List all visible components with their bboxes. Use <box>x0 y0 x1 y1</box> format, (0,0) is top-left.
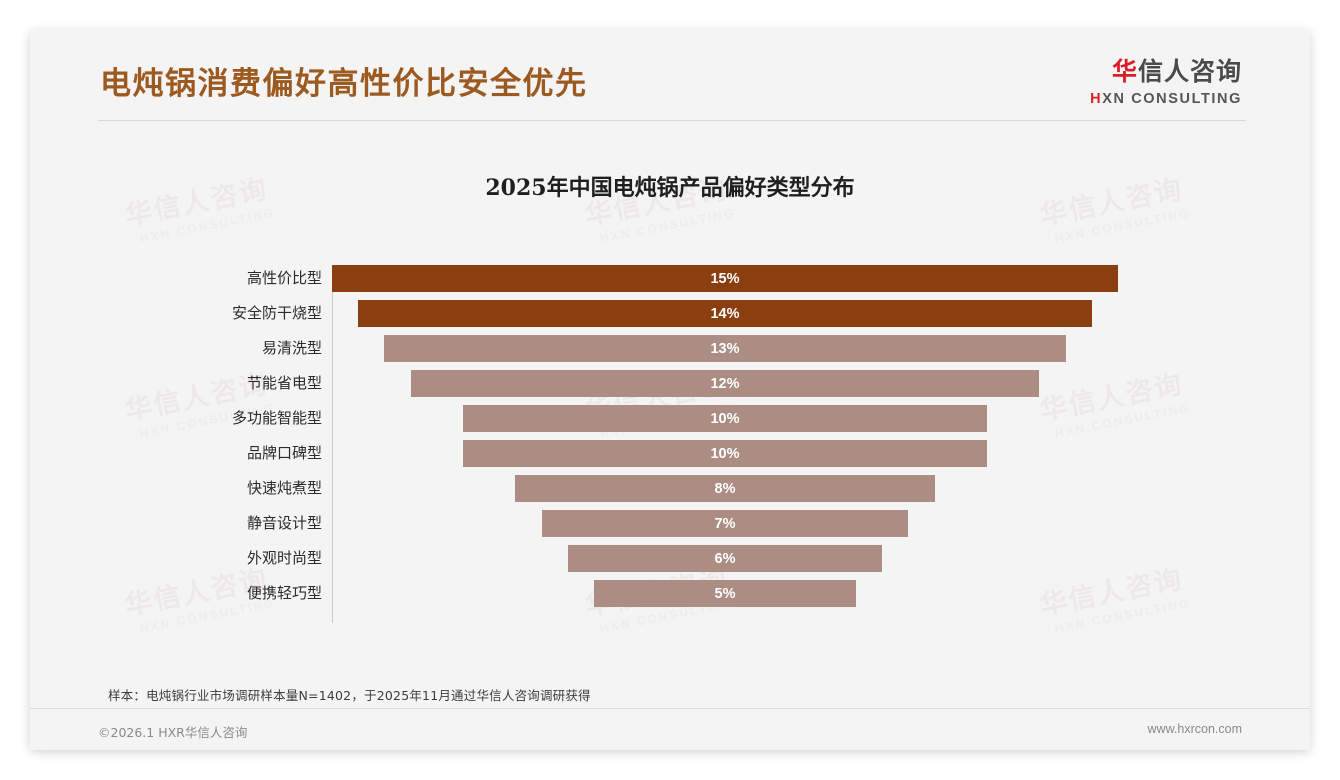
bar-category-label: 便携轻巧型 <box>246 584 322 602</box>
bar-row: 易清洗型 13% <box>100 335 1240 370</box>
logo-english-text: HXN CONSULTING <box>1090 91 1242 107</box>
copyright-text: ©2026.1 HXR华信人咨询 <box>98 725 248 740</box>
bar-segment[interactable]: 7% <box>541 510 909 537</box>
bar-category-label: 外观时尚型 <box>246 549 322 567</box>
logo-en-accent-char: H <box>1090 91 1103 107</box>
logo-chinese-rest: 信人咨询 <box>1137 57 1242 86</box>
logo-en-rest: XN CONSULTING <box>1102 91 1242 107</box>
bar-segment[interactable]: 10% <box>463 405 987 432</box>
bar-category-label: 多功能智能型 <box>231 409 322 427</box>
bar-category-label: 快速炖煮型 <box>246 479 322 497</box>
bar-segment[interactable]: 14% <box>358 300 1092 327</box>
bar-category-label: 静音设计型 <box>246 514 322 532</box>
bar-value-label: 5% <box>714 585 736 602</box>
bar-row: 静音设计型 7% <box>100 510 1240 545</box>
bar-category-label: 易清洗型 <box>261 339 322 357</box>
logo-chinese-text: 华信人咨询 <box>1090 52 1242 88</box>
bar-segment[interactable]: 10% <box>463 440 987 467</box>
slide-header: 电炖锅消费偏好高性价比安全优先 华信人咨询 HXN CONSULTING <box>30 30 1310 130</box>
logo-accent-char: 华 <box>1111 57 1138 86</box>
header-divider <box>98 120 1246 121</box>
slide-footer: ©2026.1 HXR华信人咨询 www.hxrcon.com <box>30 708 1310 750</box>
bar-row: 便携轻巧型 5% <box>100 580 1240 615</box>
bar-category-label: 节能省电型 <box>246 374 322 392</box>
sample-footnote: 样本：电炖锅行业市场调研样本量N=1402，于2025年11月通过华信人咨询调研… <box>108 688 591 703</box>
bar-row: 品牌口碑型 10% <box>100 440 1240 475</box>
watermark-en-text: HXN CONSULTING <box>598 205 737 246</box>
bar-value-label: 7% <box>714 515 736 532</box>
bar-value-label: 6% <box>714 550 736 567</box>
bar-value-label: 13% <box>710 340 740 357</box>
bar-value-label: 10% <box>710 445 740 462</box>
footer-divider <box>30 708 1310 709</box>
bar-row: 节能省电型 12% <box>100 370 1240 405</box>
watermark-en-text: HXN CONSULTING <box>138 205 277 246</box>
bar-segment[interactable]: 5% <box>594 580 856 607</box>
bar-value-label: 8% <box>714 480 736 497</box>
bar-segment[interactable]: 15% <box>332 265 1118 292</box>
chart-title: 2025年中国电炖锅产品偏好类型分布 <box>485 175 855 201</box>
bar-category-label: 品牌口碑型 <box>246 444 322 462</box>
bar-row: 安全防干烧型 14% <box>100 300 1240 335</box>
bar-row: 多功能智能型 10% <box>100 405 1240 440</box>
slide-canvas: 华信人咨询 HXN CONSULTING 华信人咨询 HXN CONSULTING 华信… <box>30 30 1310 750</box>
bar-category-label: 高性价比型 <box>246 269 322 287</box>
company-logo: 华信人咨询 HXN CONSULTING <box>1090 52 1242 107</box>
bar-rows-container: 高性价比型 15% 安全防干烧型 14% 易清洗型 13% 节能省电型 12% 多功能智能型 10… <box>100 265 1240 615</box>
website-link[interactable]: www.hxrcon.com <box>1147 722 1242 736</box>
bar-value-label: 10% <box>710 410 740 427</box>
bar-category-label: 安全防干烧型 <box>231 304 322 322</box>
bar-row: 高性价比型 15% <box>100 265 1240 300</box>
bar-segment[interactable]: 8% <box>515 475 935 502</box>
bar-segment[interactable]: 12% <box>410 370 1040 397</box>
bar-value-label: 15% <box>710 270 740 287</box>
category-axis-line <box>332 265 333 623</box>
bar-segment[interactable]: 6% <box>567 545 883 572</box>
bar-segment[interactable]: 13% <box>384 335 1066 362</box>
funnel-bar-chart: 高性价比型 15% 安全防干烧型 14% 易清洗型 13% 节能省电型 12% 多功能智能型 10… <box>100 265 1240 625</box>
page-title: 电炖锅消费偏好高性价比安全优先 <box>100 66 588 102</box>
bar-row: 快速炖煮型 8% <box>100 475 1240 510</box>
bar-row: 外观时尚型 6% <box>100 545 1240 580</box>
watermark-en-text: HXN CONSULTING <box>1053 205 1192 246</box>
bar-value-label: 14% <box>710 305 740 322</box>
bar-value-label: 12% <box>710 375 740 392</box>
